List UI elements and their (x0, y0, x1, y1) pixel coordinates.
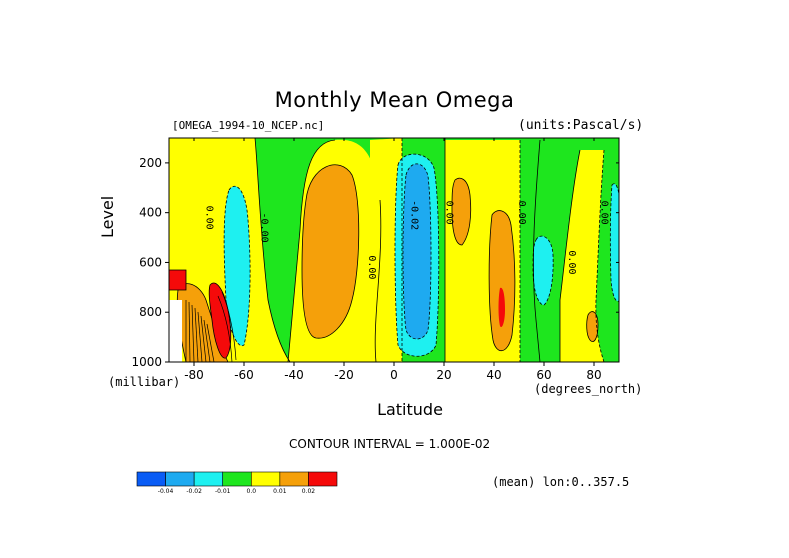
region-red-edge (169, 269, 187, 291)
contour-labels: 0.00 -0.00 0.00 -0.02 0.00 0.00 0.00 0.00 (204, 200, 610, 279)
contour-label: -0.02 (409, 200, 420, 230)
y-tick-label: 600 (139, 255, 162, 269)
colorbar-swatch (193, 471, 224, 487)
y-tick-label: 1000 (131, 355, 162, 369)
y-tick-label: 400 (139, 206, 162, 220)
colorbar-swatch (222, 471, 252, 487)
y-axis-ticks: 200 400 600 800 1000 (131, 156, 619, 369)
contour-label: 0.00 (444, 201, 455, 225)
x-tick-label: 0 (390, 368, 398, 382)
colorbar-swatch (279, 471, 309, 487)
colorbar-label: -0.01 (215, 488, 231, 495)
region-red-north (498, 287, 505, 328)
colorbar-label: 0.0 (247, 488, 257, 495)
x-axis-unit: (degrees_north) (534, 382, 643, 396)
units-label: (units:Pascal/s) (518, 118, 644, 133)
contour-label: 0.00 (599, 201, 610, 225)
region-red-polar-s (208, 282, 232, 359)
colorbar: -0.04 -0.02 -0.01 0.0 0.01 0.02 (136, 471, 338, 495)
region-orange-north-1 (451, 177, 472, 246)
x-tick-label: 40 (486, 368, 501, 382)
y-tick-label: 200 (139, 156, 162, 170)
contour-label: 0.00 (566, 250, 577, 274)
region-orange-east (586, 311, 599, 342)
colorbar-label: 0.02 (302, 488, 316, 495)
x-tick-label: -80 (184, 368, 204, 382)
chart-title: Monthly Mean Omega (274, 88, 515, 112)
x-tick-label: 60 (536, 368, 551, 382)
source-file-label: [OMEGA_1994-10_NCEP.nc] (172, 119, 325, 132)
contour-label: 0.00 (516, 201, 527, 225)
region-blue-itcz (402, 163, 432, 340)
region-orange-subtropics-s (301, 164, 360, 339)
x-axis-label: Latitude (377, 400, 443, 419)
contour-label: 0.00 (204, 206, 215, 230)
x-tick-label: 80 (586, 368, 601, 382)
contour-label: -0.00 (259, 213, 270, 243)
contour-field (169, 138, 619, 362)
x-tick-label: -60 (234, 368, 254, 382)
contour-interval-label: CONTOUR INTERVAL = 1.000E-02 (289, 437, 491, 451)
region-white-corner (169, 300, 182, 362)
region-cyan-south (223, 185, 251, 347)
region-yellow-mid-north (560, 150, 604, 362)
x-tick-label: -20 (334, 368, 354, 382)
colorbar-swatch (308, 471, 338, 487)
y-axis-label: Level (98, 195, 117, 238)
zero-contours (254, 138, 605, 362)
colorbar-label: -0.02 (186, 488, 202, 495)
region-yellow-tropics (370, 138, 402, 362)
region-cyan-north (532, 235, 554, 306)
x-tick-label: -40 (284, 368, 304, 382)
colorbar-label: 0.01 (273, 488, 287, 495)
polar-contour-lines (185, 291, 237, 362)
contour-label: 0.00 (366, 255, 377, 279)
region-orange-north-2 (488, 210, 516, 352)
colorbar-swatch (165, 471, 195, 487)
colorbar-swatch (136, 471, 166, 487)
x-tick-label: 20 (436, 368, 451, 382)
colorbar-swatch (250, 471, 281, 487)
mean-note-label: (mean) lon:0..357.5 (492, 475, 630, 489)
y-axis-unit: (millibar) (108, 375, 181, 389)
x-axis-ticks: -80 -60 -40 -20 0 20 40 60 80 (184, 138, 602, 382)
y-tick-label: 800 (139, 305, 162, 319)
colorbar-label: -0.04 (158, 488, 174, 495)
